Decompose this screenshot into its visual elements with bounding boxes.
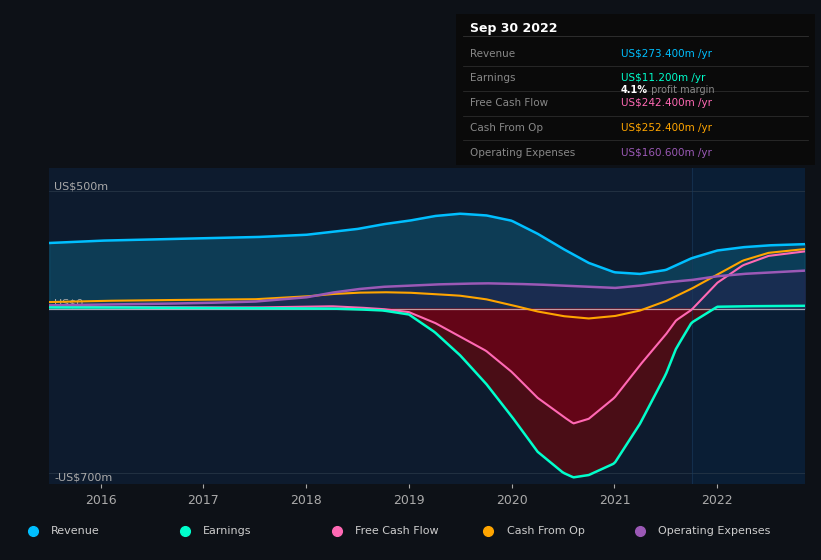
Text: US$160.600m /yr: US$160.600m /yr	[621, 148, 712, 158]
Text: Operating Expenses: Operating Expenses	[658, 526, 771, 536]
Text: 4.1%: 4.1%	[621, 85, 648, 95]
Text: Free Cash Flow: Free Cash Flow	[470, 98, 548, 108]
Text: Earnings: Earnings	[203, 526, 251, 536]
Text: US$500m: US$500m	[54, 181, 108, 192]
Text: Free Cash Flow: Free Cash Flow	[355, 526, 438, 536]
Text: US$273.400m /yr: US$273.400m /yr	[621, 49, 712, 59]
Text: Earnings: Earnings	[470, 73, 516, 83]
Text: Revenue: Revenue	[470, 49, 515, 59]
Text: US$0: US$0	[54, 298, 84, 308]
Text: Sep 30 2022: Sep 30 2022	[470, 22, 557, 35]
Text: Revenue: Revenue	[51, 526, 99, 536]
Text: -US$700m: -US$700m	[54, 473, 112, 483]
Text: US$242.400m /yr: US$242.400m /yr	[621, 98, 712, 108]
Text: US$11.200m /yr: US$11.200m /yr	[621, 73, 705, 83]
Text: Cash From Op: Cash From Op	[470, 123, 543, 133]
Text: US$252.400m /yr: US$252.400m /yr	[621, 123, 712, 133]
Text: Operating Expenses: Operating Expenses	[470, 148, 576, 158]
Bar	[691, 168, 805, 484]
Text: profit margin: profit margin	[648, 85, 714, 95]
Text: Cash From Op: Cash From Op	[507, 526, 585, 536]
